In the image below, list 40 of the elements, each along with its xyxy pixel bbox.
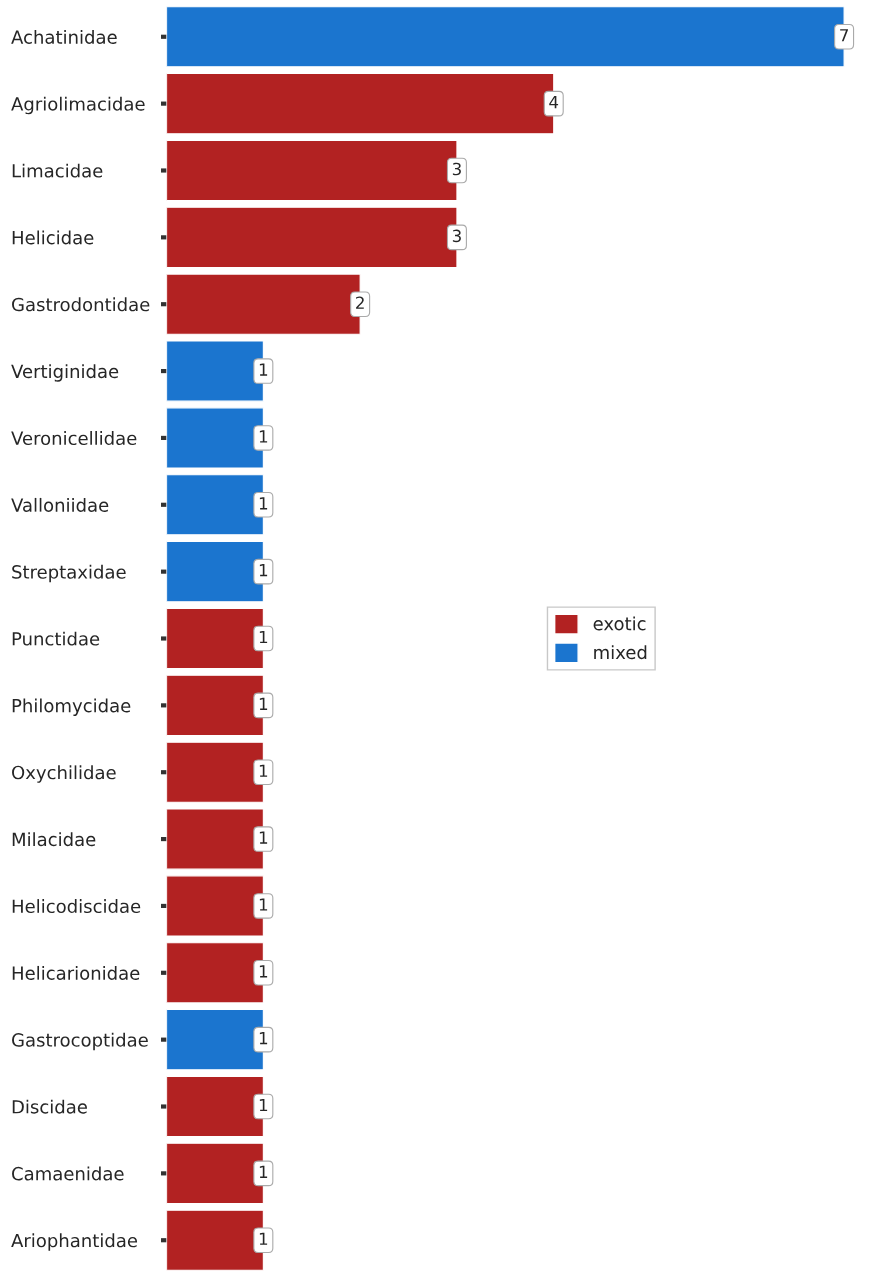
y-tick-label: Limacidae xyxy=(12,163,103,178)
y-tick-label: Veronicellidae xyxy=(11,431,137,446)
legend-label: mixed xyxy=(594,645,647,660)
data-label: 7 xyxy=(840,29,848,42)
data-label: 1 xyxy=(259,831,268,844)
y-tick-label: Achatinidae xyxy=(11,29,117,44)
legend-label: exotic xyxy=(593,616,646,631)
y-tick-label: Ariophantidae xyxy=(11,1233,138,1251)
data-label: 1 xyxy=(259,564,268,577)
y-tick-label: Discidae xyxy=(12,1099,87,1114)
y-tick-label: Oxychilidae xyxy=(12,765,116,783)
data-label: 1 xyxy=(259,898,268,911)
y-tick-label: Vertiginidae xyxy=(11,364,119,382)
y-tick-label: Streptaxidae xyxy=(12,564,126,583)
data-label: 1 xyxy=(259,764,268,777)
data-label: 1 xyxy=(259,497,268,510)
y-tick-label: Helicodiscidae xyxy=(12,899,141,914)
data-label: 3 xyxy=(452,162,461,176)
data-label: 3 xyxy=(452,229,461,243)
data-label: 1 xyxy=(259,965,268,978)
data-label: 1 xyxy=(259,1232,268,1245)
data-label: 1 xyxy=(259,630,268,644)
y-tick-label: Philomycidae xyxy=(12,698,131,716)
y-tick-label: Milacidae xyxy=(12,832,96,847)
y-tick-label: Punctidae xyxy=(12,631,100,646)
y-tick-label: Valloniidae xyxy=(11,497,109,512)
data-label: 1 xyxy=(259,430,268,443)
data-label: 1 xyxy=(259,1165,268,1178)
data-label: 1 xyxy=(259,697,268,710)
data-label: 1 xyxy=(259,1098,268,1112)
data-label: 1 xyxy=(259,1032,268,1045)
y-tick-label: Agriolimacidae xyxy=(11,96,145,115)
y-tick-label: Helicidae xyxy=(12,230,94,245)
data-label: 1 xyxy=(259,363,268,376)
y-tick-label: Gastrocoptidae xyxy=(12,1032,148,1051)
y-tick-label: Camaenidae xyxy=(12,1166,124,1181)
y-tick-label: Gastrodontidae xyxy=(12,297,150,312)
data-label: 2 xyxy=(356,296,364,309)
y-tick-label: Helicarionidae xyxy=(12,965,140,980)
data-label: 4 xyxy=(549,96,559,109)
